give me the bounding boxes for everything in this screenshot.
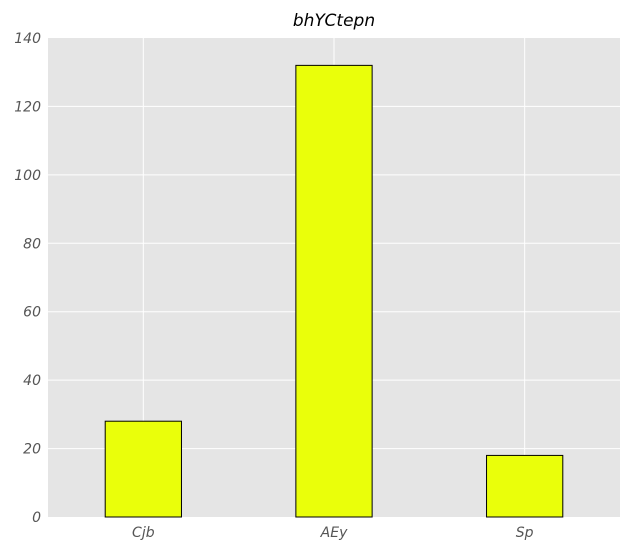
x-tick-label-sp: Sp bbox=[516, 525, 534, 541]
bar-cjb bbox=[104, 420, 182, 518]
bars bbox=[104, 64, 564, 518]
y-axis-ticks: 0 20 40 60 80 100 120 140 bbox=[14, 31, 41, 526]
y-tick-label: 120 bbox=[14, 99, 41, 115]
x-tick-label-aey: AEy bbox=[320, 525, 348, 541]
y-tick-label: 60 bbox=[23, 305, 41, 321]
chart-title: bhYCtepn bbox=[293, 11, 375, 31]
x-axis-ticks: Cjb AEy Sp bbox=[132, 525, 534, 541]
y-tick-label: 0 bbox=[32, 510, 41, 526]
bar-aey bbox=[295, 64, 373, 518]
bar-sp bbox=[486, 454, 564, 518]
x-tick-label-cjb: Cjb bbox=[132, 525, 155, 541]
y-tick-label: 80 bbox=[23, 236, 41, 252]
y-tick-label: 100 bbox=[14, 168, 41, 184]
y-tick-label: 40 bbox=[23, 373, 41, 389]
y-tick-label: 140 bbox=[14, 31, 41, 47]
y-tick-label: 20 bbox=[23, 442, 41, 458]
